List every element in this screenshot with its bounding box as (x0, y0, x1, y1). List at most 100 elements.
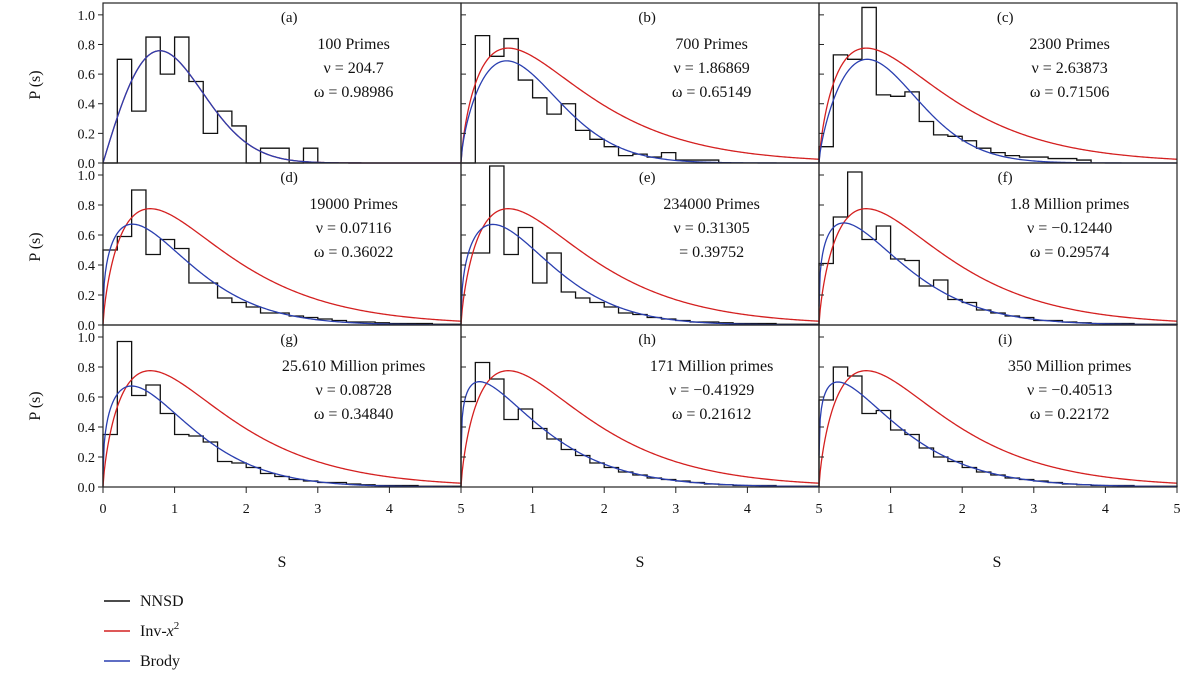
inv-x2-curve-h (460, 370, 820, 486)
inv-x2-curve-f (818, 208, 1178, 324)
panel-a: (a) 100 Primes ν = 204.7 ω = 0.98986 (102, 10, 461, 164)
panel-label-e: (e) (639, 170, 656, 186)
panel-annotation-c-1: 2300 Primes (1029, 36, 1109, 53)
panel-frame-r3c1 (102, 324, 462, 488)
panel-annotation-d-1: 19000 Primes (309, 196, 397, 213)
x-tick-label-c1-3: 3 (314, 502, 321, 517)
panel-annotation-c-2: ν = 2.63873 (1031, 60, 1107, 77)
y-tick-label-r3-1: 0.2 (78, 451, 96, 466)
panel-annotation-c-3: ω = 0.71506 (1030, 84, 1110, 101)
x-axis-title-col-2: S (636, 554, 645, 571)
y-tick-label-r2-2: 0.4 (78, 259, 96, 274)
x-axis-title-col-3: S (993, 554, 1002, 571)
y-tick-label-r1-3: 0.6 (78, 68, 96, 83)
panel-label-c: (c) (997, 10, 1014, 26)
panel-annotation-h-2: ν = −0.41929 (669, 382, 754, 399)
y-tick-label-r3-2: 0.4 (78, 421, 96, 436)
panel-annotation-e-2: ν = 0.31305 (673, 220, 749, 237)
legend-inv-exp: 2 (174, 620, 180, 632)
x-tick-label-c2-5: 5 (816, 502, 823, 517)
x-tick-label-c2-1: 1 (529, 502, 536, 517)
nnsd-histogram-c (818, 6, 1092, 163)
panel-frame-r2c2 (460, 162, 820, 326)
panel-frame-r3c2 (460, 324, 820, 488)
panel-d: (d) 19000 Primes ν = 0.07116 ω = 0.36022 (102, 170, 462, 326)
panel-f: (f) 1.8 Million primes ν = −0.12440 ω = 0.2… (818, 170, 1178, 326)
panels-layer: (a) 100 Primes ν = 204.7 ω = 0.98986 (b) 700 … (102, 6, 1178, 488)
y-tick-label-r3-0: 0.0 (78, 481, 96, 496)
nnsd-histogram-e (460, 165, 820, 325)
panel-annotation-a-3: ω = 0.98986 (314, 84, 394, 101)
panel-annotation-e-1: 234000 Primes (663, 196, 759, 213)
panel-annotation-h-1: 171 Million primes (650, 358, 774, 375)
panel-annotation-f-2: ν = −0.12440 (1027, 220, 1112, 237)
panel-annotation-i-1: 350 Million primes (1008, 358, 1132, 375)
panel-label-g: (g) (280, 332, 298, 348)
x-tick-label-c2-4: 4 (744, 502, 751, 517)
panel-annotation-d-3: ω = 0.36022 (314, 244, 394, 261)
y-tick-label-r1-0: 0.0 (78, 157, 96, 172)
legend-label-nnsd: NNSD (140, 593, 184, 610)
x-tick-label-c2-3: 3 (672, 502, 679, 517)
panel-annotation-a-2: ν = 204.7 (323, 60, 383, 77)
brody-curve-d (102, 223, 461, 326)
inv-x2-curve-e (460, 208, 820, 324)
y-tick-label-r1-5: 1.0 (78, 9, 96, 24)
panel-e: (e) 234000 Primes ν = 0.31305 = 0.39752 (460, 165, 820, 326)
nnsd-histogram-i (818, 366, 1178, 487)
brody-curve-c (818, 58, 1177, 164)
y-tick-label-r1-2: 0.4 (78, 98, 96, 113)
inv-x2-curve-a (102, 50, 461, 164)
panel-frame-r1c1 (102, 2, 462, 164)
y-axis-title-row-2: P (s) (27, 232, 44, 261)
y-tick-label-r1-1: 0.2 (78, 127, 96, 142)
axes-layer: 0.00.20.40.60.81.00.00.20.40.60.81.00.00… (78, 2, 1181, 517)
panel-annotation-h-3: ω = 0.21612 (672, 406, 752, 423)
brody-curve-h (460, 381, 820, 488)
panel-frame-r2c1 (102, 162, 462, 326)
panel-annotation-b-3: ω = 0.65149 (672, 84, 752, 101)
panel-label-d: (d) (280, 170, 298, 186)
x-tick-label-c1-2: 2 (243, 502, 250, 517)
y-tick-label-r2-3: 0.6 (78, 229, 96, 244)
x-tick-label-c3-1: 1 (887, 502, 894, 517)
panel-label-a: (a) (281, 10, 298, 26)
panel-c: (c) 2300 Primes ν = 2.63873 ω = 0.71506 (818, 6, 1178, 164)
panel-annotation-g-1: 25.610 Million primes (282, 358, 426, 375)
panel-annotation-i-3: ω = 0.22172 (1030, 406, 1110, 423)
brody-curve-a (102, 50, 461, 164)
x-tick-label-c3-5: 5 (1174, 502, 1181, 517)
legend-inv-prefix: Inv- (140, 623, 167, 640)
panel-label-i: (i) (998, 332, 1012, 348)
brody-curve-f (818, 222, 1177, 326)
brody-curve-e (460, 223, 820, 326)
nnsd-histogram-d (102, 189, 462, 325)
panel-annotation-b-2: ν = 1.86869 (673, 60, 749, 77)
brody-curve-g (102, 385, 461, 488)
panel-annotation-i-2: ν = −0.40513 (1027, 382, 1112, 399)
x-tick-label-c1-4: 4 (386, 502, 393, 517)
x-tick-label-c3-4: 4 (1102, 502, 1109, 517)
y-tick-label-r3-5: 1.0 (78, 331, 96, 346)
legend-label-inv-x2: Inv-x2 (140, 620, 179, 640)
x-tick-label-c2-2: 2 (601, 502, 608, 517)
panel-annotation-g-3: ω = 0.34840 (314, 406, 394, 423)
nnsd-histogram-a (103, 36, 319, 164)
inv-x2-curve-g (102, 370, 462, 486)
x-tick-label-c1-1: 1 (171, 502, 178, 517)
x-axis-title-col-1: S (278, 554, 287, 571)
panel-b: (b) 700 Primes ν = 1.86869 ω = 0.65149 (460, 10, 820, 164)
panel-frame-r3c3 (818, 324, 1178, 488)
y-tick-label-r2-4: 0.8 (78, 199, 96, 214)
brody-curve-i (818, 381, 1178, 488)
y-tick-label-r2-0: 0.0 (78, 319, 96, 334)
panel-i: (i) 350 Million primes ν = −0.40513 ω = 0.2… (818, 332, 1178, 488)
inv-x2-curve-d (102, 208, 462, 324)
nnsd-histogram-f (818, 171, 1178, 325)
panel-annotation-f-3: ω = 0.29574 (1030, 244, 1110, 261)
panel-label-h: (h) (638, 332, 656, 348)
panel-annotation-a-1: 100 Primes (317, 36, 389, 53)
x-tick-label-c3-3: 3 (1030, 502, 1037, 517)
panel-annotation-e-3: = 0.39752 (679, 244, 744, 261)
